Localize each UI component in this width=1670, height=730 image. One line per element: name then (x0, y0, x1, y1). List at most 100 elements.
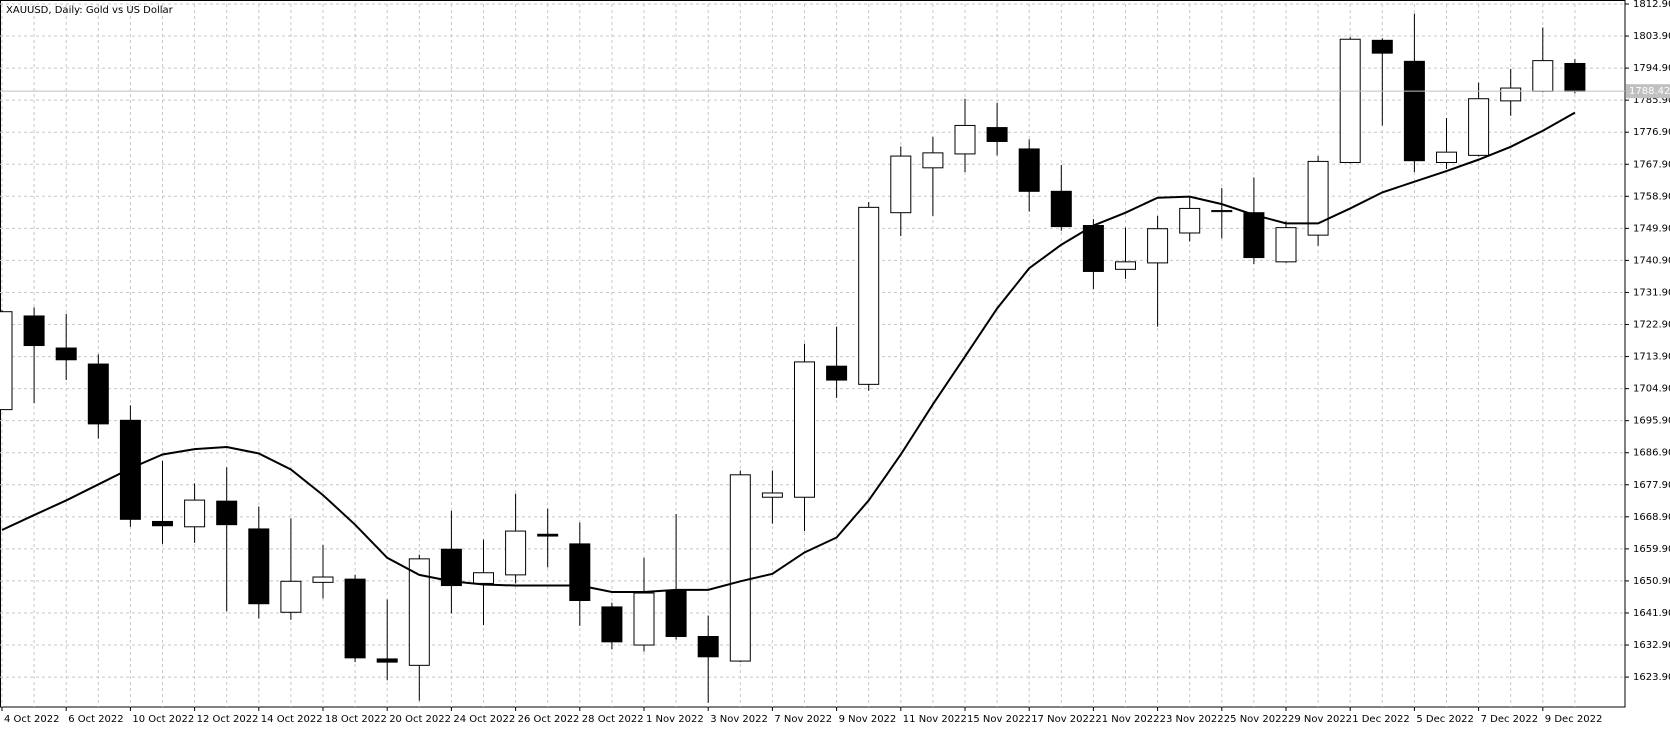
x-tick-label: 15 Nov 2022 (967, 714, 1031, 725)
candle-body (23, 315, 45, 347)
y-tick-label: 1812.90 (1633, 0, 1670, 10)
x-tick-label: 1 Dec 2022 (1352, 714, 1410, 725)
candle-body (1500, 87, 1522, 102)
candle-body (1018, 148, 1040, 192)
candle-body (440, 548, 462, 587)
candle-body (344, 578, 366, 659)
candle-body (986, 127, 1008, 142)
candle-body (0, 311, 13, 411)
candle-body (119, 419, 141, 520)
x-tick-label: 10 Oct 2022 (132, 714, 194, 725)
x-tick-label: 4 Oct 2022 (4, 714, 59, 725)
y-tick-label: 1650.90 (1633, 576, 1670, 587)
candle-body (1147, 228, 1169, 264)
candle-body (601, 606, 623, 643)
candle-body (1307, 160, 1329, 236)
candle-body (697, 635, 719, 658)
y-tick-label: 1776.90 (1633, 127, 1670, 138)
candle-body (152, 520, 173, 527)
candle-body (922, 152, 944, 169)
y-tick-label: 1677.90 (1633, 480, 1670, 491)
y-tick-label: 1632.90 (1633, 640, 1670, 651)
candle-body (954, 124, 976, 155)
x-tick-label: 28 Oct 2022 (582, 714, 644, 725)
candle-body (858, 206, 880, 385)
y-tick-label: 1695.90 (1633, 416, 1670, 427)
x-tick-label: 12 Oct 2022 (197, 714, 259, 725)
x-tick-label: 14 Oct 2022 (261, 714, 323, 725)
candle-body (184, 499, 206, 528)
y-tick-label: 1686.90 (1633, 448, 1670, 459)
candle-body (312, 576, 334, 583)
x-tick-label: 18 Oct 2022 (325, 714, 387, 725)
candle-body (376, 658, 398, 663)
candle-body (1532, 60, 1554, 92)
y-tick-label: 1668.90 (1633, 512, 1670, 523)
candle-body (633, 592, 655, 646)
y-tick-label: 1704.90 (1633, 384, 1670, 395)
x-tick-label: 9 Dec 2022 (1545, 714, 1603, 725)
candle-body (1082, 225, 1104, 272)
plot-area (0, 13, 1586, 703)
last-price-label: 1788.42 (1629, 86, 1670, 97)
x-tick-label: 23 Nov 2022 (1160, 714, 1224, 725)
x-tick-label: 1 Nov 2022 (646, 714, 704, 725)
candle-body (761, 492, 783, 498)
candle-body (408, 558, 430, 666)
x-tick-label: 5 Dec 2022 (1416, 714, 1474, 725)
candle-body (1403, 60, 1425, 162)
candle-body (55, 347, 77, 361)
candle-body (1179, 207, 1201, 234)
candle-body (569, 543, 591, 602)
candle-body (1211, 210, 1233, 213)
candle-body (505, 530, 527, 576)
candle-body (1243, 212, 1265, 259)
y-tick-label: 1803.90 (1633, 31, 1670, 42)
y-tick-label: 1722.90 (1633, 320, 1670, 331)
x-tick-label: 6 Oct 2022 (68, 714, 123, 725)
y-tick-label: 1767.90 (1633, 159, 1670, 170)
candle-body (1371, 39, 1393, 54)
candle-body (1436, 151, 1457, 163)
x-tick-label: 7 Dec 2022 (1481, 714, 1539, 725)
candle-body (729, 474, 751, 662)
y-tick-label: 1740.90 (1633, 255, 1670, 266)
x-tick-label: 25 Nov 2022 (1224, 714, 1288, 725)
candle-body (1564, 62, 1586, 92)
candle-body (280, 580, 302, 613)
candle-body (1275, 227, 1297, 263)
x-tick-label: 7 Nov 2022 (774, 714, 832, 725)
x-tick-label: 11 Nov 2022 (903, 714, 967, 725)
candle-body (890, 155, 912, 214)
x-tick-label: 9 Nov 2022 (839, 714, 897, 725)
candle-body (537, 533, 559, 537)
candle-body (1050, 190, 1072, 228)
x-tick-label: 3 Nov 2022 (710, 714, 768, 725)
y-tick-label: 1641.90 (1633, 608, 1670, 619)
y-tick-label: 1794.90 (1633, 63, 1670, 74)
chart-title: XAUUSD, Daily: Gold vs US Dollar (6, 5, 174, 16)
last-price-box (1626, 84, 1670, 99)
y-tick-label: 1659.90 (1633, 544, 1670, 555)
moving-average-line (1, 111, 1576, 593)
candle-body (1115, 261, 1136, 270)
x-tick-label: 21 Nov 2022 (1095, 714, 1159, 725)
y-tick-label: 1623.90 (1633, 672, 1670, 683)
y-tick-label: 1758.90 (1633, 191, 1670, 202)
x-tick-label: 29 Nov 2022 (1288, 714, 1352, 725)
candle-body (87, 363, 109, 425)
x-tick-label: 17 Nov 2022 (1031, 714, 1095, 725)
x-tick-label: 26 Oct 2022 (518, 714, 580, 725)
candle-body (1339, 38, 1361, 163)
y-tick-label: 1731.90 (1633, 287, 1670, 298)
candle-body (1468, 98, 1490, 156)
y-tick-label: 1713.90 (1633, 352, 1670, 363)
y-tick-label: 1785.90 (1633, 95, 1670, 106)
candle-body (248, 528, 270, 605)
x-tick-label: 20 Oct 2022 (389, 714, 451, 725)
plot-frame (0, 0, 1626, 708)
x-tick-label: 24 Oct 2022 (453, 714, 515, 725)
candle-body (216, 500, 238, 526)
y-tick-label: 1749.90 (1633, 223, 1670, 234)
